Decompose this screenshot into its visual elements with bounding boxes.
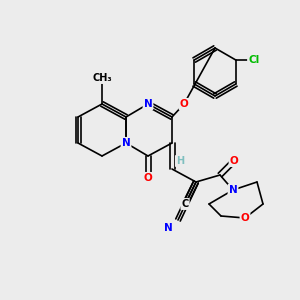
Text: N: N (144, 99, 152, 109)
Text: CH₃: CH₃ (92, 73, 112, 83)
Text: N: N (229, 185, 237, 195)
Text: N: N (122, 138, 130, 148)
Text: O: O (241, 213, 249, 223)
Text: O: O (230, 156, 238, 166)
Text: H: H (176, 156, 184, 166)
Text: O: O (180, 99, 188, 109)
Text: C: C (182, 199, 189, 209)
Text: Cl: Cl (248, 55, 260, 65)
Text: O: O (144, 173, 152, 183)
Text: N: N (164, 223, 172, 233)
